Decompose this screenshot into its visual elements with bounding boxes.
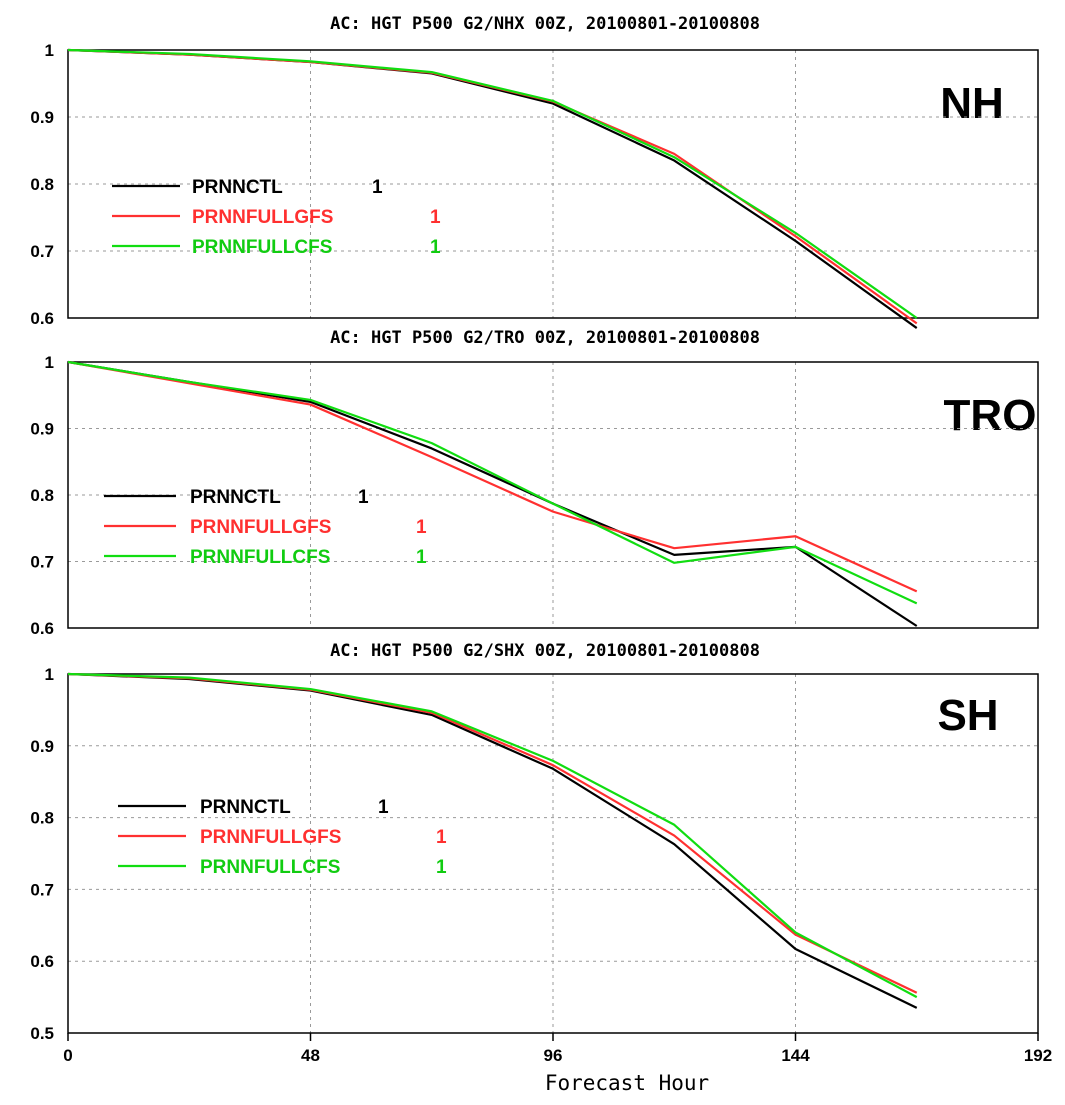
- x-tick-label: 96: [544, 1046, 563, 1065]
- panel-nh-region-label: NH: [940, 79, 1004, 128]
- panel-sh: AC: HGT P500 G2/SHX 00Z, 20100801-201008…: [30, 641, 1052, 1095]
- x-tick-label: 48: [301, 1046, 320, 1065]
- legend-label: PRNNFULLGFS: [190, 517, 331, 538]
- legend-suffix: 1: [436, 857, 447, 878]
- legend: PRNNCTL 1 PRNNFULLGFS 1 PRNNFULLCFS 1: [104, 487, 427, 568]
- panel-nh: AC: HGT P500 G2/NHX 00Z, 20100801-201008…: [30, 14, 1039, 329]
- legend-suffix: 1: [378, 797, 389, 818]
- legend-label: PRNNFULLGFS: [192, 207, 333, 228]
- legend-label: PRNNFULLCFS: [200, 857, 340, 878]
- panel-tro: AC: HGT P500 G2/TRO 00Z, 20100801-201008…: [30, 328, 1039, 638]
- legend-label: PRNNCTL: [190, 487, 281, 508]
- y-tick-label: 0.7: [30, 242, 54, 261]
- x-tick-label: 0: [63, 1046, 72, 1065]
- legend-label: PRNNFULLCFS: [190, 547, 330, 568]
- legend-suffix: 1: [416, 517, 427, 538]
- plot-frame: [67, 673, 1039, 1034]
- panel-tro-title: AC: HGT P500 G2/TRO 00Z, 20100801-201008…: [330, 328, 760, 348]
- x-tick-label: 144: [781, 1046, 810, 1065]
- y-tick-label: 0.7: [30, 553, 54, 572]
- series-line-prnnfullcfs: [67, 360, 918, 605]
- panel-nh-title: AC: HGT P500 G2/NHX 00Z, 20100801-201008…: [330, 14, 760, 34]
- legend-suffix: 1: [430, 237, 441, 258]
- series-line-prnnfullcfs: [67, 672, 918, 999]
- y-tick-label: 1: [45, 665, 54, 684]
- x-axis-label: Forecast Hour: [545, 1071, 709, 1095]
- series-line-prnnfullgfs: [67, 360, 918, 593]
- y-tick-label: 0.8: [30, 486, 54, 505]
- y-tick-label: 0.8: [30, 809, 54, 828]
- plot-frame: [67, 361, 1039, 629]
- series-line-prnnctl: [67, 672, 918, 1009]
- legend: PRNNCTL 1 PRNNFULLGFS 1 PRNNFULLCFS 1: [118, 797, 447, 878]
- y-tick-label: 0.7: [30, 880, 54, 899]
- panel-tro-region-label: TRO: [944, 391, 1037, 440]
- y-tick-label: 1: [45, 353, 54, 372]
- y-tick-label: 0.5: [30, 1024, 54, 1043]
- series-line-prnnfullcfs: [67, 48, 918, 319]
- legend-suffix: 1: [436, 827, 447, 848]
- legend-suffix: 1: [416, 547, 427, 568]
- legend-suffix: 1: [372, 177, 383, 198]
- y-tick-label: 0.9: [30, 108, 54, 127]
- legend: PRNNCTL 1 PRNNFULLGFS 1 PRNNFULLCFS 1: [112, 177, 441, 258]
- legend-suffix: 1: [358, 487, 369, 508]
- panel-sh-title: AC: HGT P500 G2/SHX 00Z, 20100801-201008…: [330, 641, 760, 661]
- legend-label: PRNNCTL: [192, 177, 283, 198]
- y-tick-label: 0.6: [30, 619, 54, 638]
- legend-label: PRNNCTL: [200, 797, 291, 818]
- plot-frame: [67, 49, 1039, 319]
- legend-label: PRNNFULLCFS: [192, 237, 332, 258]
- y-tick-label: 0.9: [30, 420, 54, 439]
- y-tick-label: 1: [45, 41, 54, 60]
- y-tick-label: 0.6: [30, 952, 54, 971]
- y-tick-label: 0.6: [30, 309, 54, 328]
- legend-label: PRNNFULLGFS: [200, 827, 341, 848]
- legend-suffix: 1: [430, 207, 441, 228]
- y-tick-label: 0.9: [30, 737, 54, 756]
- y-tick-label: 0.8: [30, 175, 54, 194]
- x-tick-label: 192: [1024, 1046, 1052, 1065]
- panel-sh-region-label: SH: [937, 691, 998, 740]
